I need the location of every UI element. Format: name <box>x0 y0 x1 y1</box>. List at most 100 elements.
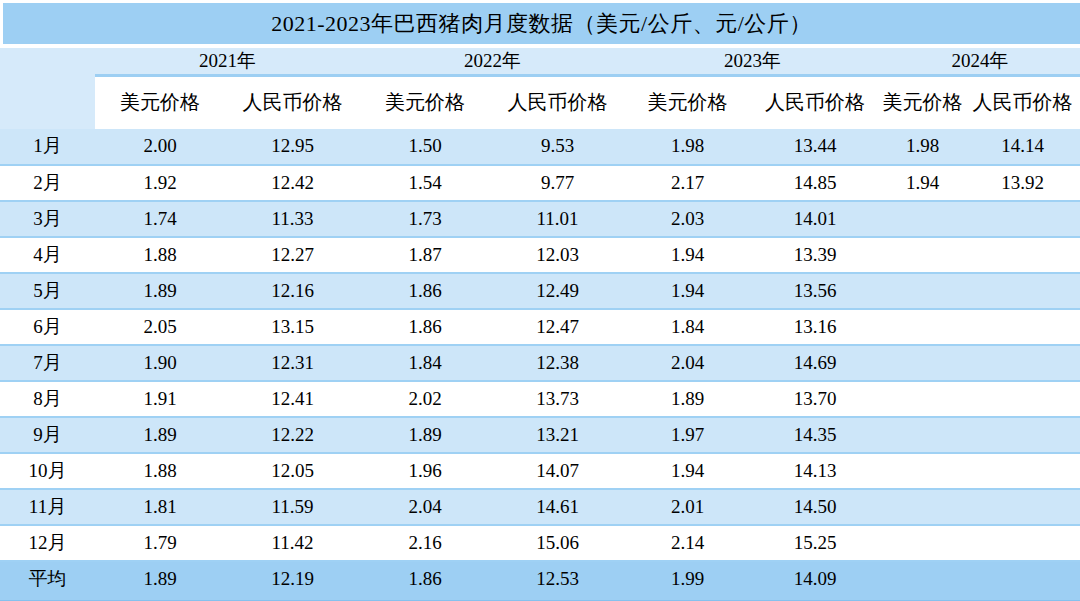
price-cell: 14.13 <box>750 453 880 489</box>
price-cell: 1.92 <box>95 165 225 201</box>
price-cell <box>880 309 965 345</box>
row-label: 1月 <box>0 129 95 165</box>
price-cell: 15.25 <box>750 525 880 561</box>
price-cell <box>880 489 965 525</box>
price-cell: 12.05 <box>225 453 360 489</box>
table-row: 11月1.8111.592.0414.612.0114.50 <box>0 489 1080 525</box>
table-row: 3月1.7411.331.7311.012.0314.01 <box>0 201 1080 237</box>
table-row: 7月1.9012.311.8412.382.0414.69 <box>0 345 1080 381</box>
row-label: 2月 <box>0 165 95 201</box>
price-cell: 1.84 <box>625 309 750 345</box>
price-cell: 11.01 <box>490 201 625 237</box>
row-label: 6月 <box>0 309 95 345</box>
price-cell <box>965 273 1080 309</box>
price-cell: 14.85 <box>750 165 880 201</box>
row-label: 9月 <box>0 417 95 453</box>
price-cell: 11.59 <box>225 489 360 525</box>
price-cell <box>880 525 965 561</box>
price-cell: 9.77 <box>490 165 625 201</box>
price-cell: 14.01 <box>750 201 880 237</box>
price-cell: 13.73 <box>490 381 625 417</box>
table-title: 2021-2023年巴西猪肉月度数据（美元/公斤、元/公斤） <box>3 3 1080 44</box>
price-cell: 12.53 <box>490 561 625 597</box>
price-cell: 2.14 <box>625 525 750 561</box>
price-cell: 1.87 <box>360 237 490 273</box>
row-label: 8月 <box>0 381 95 417</box>
price-cell: 1.89 <box>95 561 225 597</box>
rmb-price-header-2024: 人民币价格 <box>965 76 1080 129</box>
price-cell: 2.00 <box>95 129 225 165</box>
table-row: 5月1.8912.161.8612.491.9413.56 <box>0 273 1080 309</box>
price-cell: 14.61 <box>490 489 625 525</box>
price-cell: 12.22 <box>225 417 360 453</box>
price-type-header-row: 美元价格 人民币价格 美元价格 人民币价格 美元价格 人民币价格 美元价格 人民… <box>0 76 1080 129</box>
price-cell: 1.90 <box>95 345 225 381</box>
price-cell: 14.14 <box>965 129 1080 165</box>
price-cell: 1.88 <box>95 453 225 489</box>
price-cell: 9.53 <box>490 129 625 165</box>
price-cell: 1.84 <box>360 345 490 381</box>
price-cell <box>965 525 1080 561</box>
price-cell: 2.02 <box>360 381 490 417</box>
row-label: 4月 <box>0 237 95 273</box>
usd-price-header-2022: 美元价格 <box>360 76 490 129</box>
price-cell: 13.44 <box>750 129 880 165</box>
table-row: 10月1.8812.051.9614.071.9414.13 <box>0 453 1080 489</box>
price-cell: 12.19 <box>225 561 360 597</box>
price-cell: 1.88 <box>95 237 225 273</box>
table-row: 2月1.9212.421.549.772.1714.851.9413.92 <box>0 165 1080 201</box>
price-cell <box>965 237 1080 273</box>
price-cell: 12.16 <box>225 273 360 309</box>
corner-cell <box>0 48 95 76</box>
table-body: 1月2.0012.951.509.531.9813.441.9814.142月1… <box>0 129 1080 597</box>
price-cell <box>880 453 965 489</box>
price-cell: 1.86 <box>360 273 490 309</box>
price-cell: 1.86 <box>360 561 490 597</box>
price-cell: 14.69 <box>750 345 880 381</box>
price-cell: 14.35 <box>750 417 880 453</box>
price-cell: 13.92 <box>965 165 1080 201</box>
price-cell: 1.89 <box>360 417 490 453</box>
price-cell: 1.94 <box>625 273 750 309</box>
usd-price-header-2021: 美元价格 <box>95 76 225 129</box>
rmb-price-header-2023: 人民币价格 <box>750 76 880 129</box>
price-cell <box>965 489 1080 525</box>
price-cell: 2.16 <box>360 525 490 561</box>
year-header-2024: 2024年 <box>880 48 1080 76</box>
price-cell: 1.73 <box>360 201 490 237</box>
price-cell: 12.49 <box>490 273 625 309</box>
price-cell <box>880 237 965 273</box>
price-cell: 1.89 <box>95 417 225 453</box>
price-cell: 12.47 <box>490 309 625 345</box>
price-cell: 2.01 <box>625 489 750 525</box>
price-cell <box>965 561 1080 597</box>
price-cell: 15.06 <box>490 525 625 561</box>
price-cell: 2.05 <box>95 309 225 345</box>
price-cell: 1.74 <box>95 201 225 237</box>
price-cell: 1.96 <box>360 453 490 489</box>
price-cell: 1.97 <box>625 417 750 453</box>
year-header-2021: 2021年 <box>95 48 360 76</box>
year-header-2022: 2022年 <box>360 48 625 76</box>
price-cell: 12.41 <box>225 381 360 417</box>
price-cell: 13.70 <box>750 381 880 417</box>
price-cell: 12.31 <box>225 345 360 381</box>
price-cell <box>965 417 1080 453</box>
row-label: 12月 <box>0 525 95 561</box>
usd-price-header-2024: 美元价格 <box>880 76 965 129</box>
price-cell: 1.94 <box>625 237 750 273</box>
price-cell: 12.03 <box>490 237 625 273</box>
price-cell <box>880 273 965 309</box>
price-cell: 2.17 <box>625 165 750 201</box>
corner-cell <box>0 76 95 129</box>
price-cell: 13.39 <box>750 237 880 273</box>
price-cell <box>880 201 965 237</box>
price-cell: 1.94 <box>880 165 965 201</box>
price-cell <box>880 381 965 417</box>
price-cell: 12.42 <box>225 165 360 201</box>
table-bottom-edge <box>0 597 1080 601</box>
price-cell <box>880 345 965 381</box>
price-cell: 1.94 <box>625 453 750 489</box>
price-cell: 2.04 <box>625 345 750 381</box>
price-cell: 1.50 <box>360 129 490 165</box>
